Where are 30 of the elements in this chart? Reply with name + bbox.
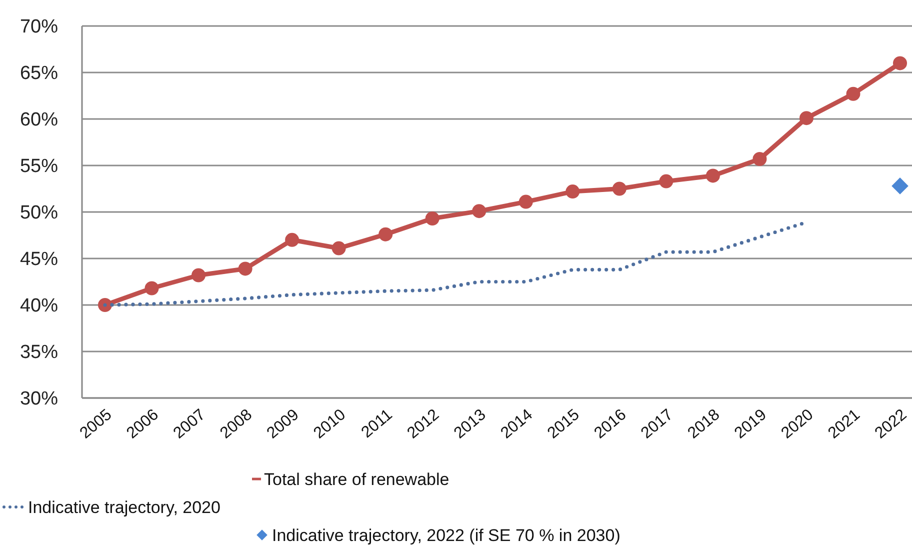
y-tick-label: 35%	[20, 342, 58, 364]
y-tick-label: 40%	[20, 296, 58, 317]
point	[892, 178, 908, 194]
y-tick-label: 45%	[20, 249, 58, 270]
point	[893, 56, 907, 70]
point	[472, 204, 486, 218]
point	[612, 182, 626, 196]
point	[659, 174, 674, 188]
legend-label: Total share of renewable	[264, 470, 450, 489]
y-tick-label: 60%	[20, 110, 58, 131]
point	[706, 168, 720, 183]
point	[285, 232, 300, 247]
point	[425, 212, 440, 226]
y-tick-label: 30%	[20, 388, 58, 410]
point	[518, 194, 533, 209]
point	[799, 111, 814, 126]
point	[846, 86, 860, 101]
point	[566, 184, 580, 199]
legend-label: Indicative trajectory, 2022 (if SE 70 % in 2030)	[272, 526, 620, 545]
point	[378, 227, 393, 242]
point	[192, 268, 206, 282]
point	[752, 152, 767, 166]
point	[332, 241, 346, 256]
point	[144, 281, 159, 296]
y-tick-label: 65%	[20, 63, 58, 84]
y-tick-label: 70%	[20, 16, 58, 38]
y-tick-label: 50%	[20, 202, 58, 224]
y-tick-label: 55%	[20, 156, 58, 178]
point	[238, 262, 252, 276]
legend-label: Indicative trajectory, 2020	[28, 498, 220, 517]
